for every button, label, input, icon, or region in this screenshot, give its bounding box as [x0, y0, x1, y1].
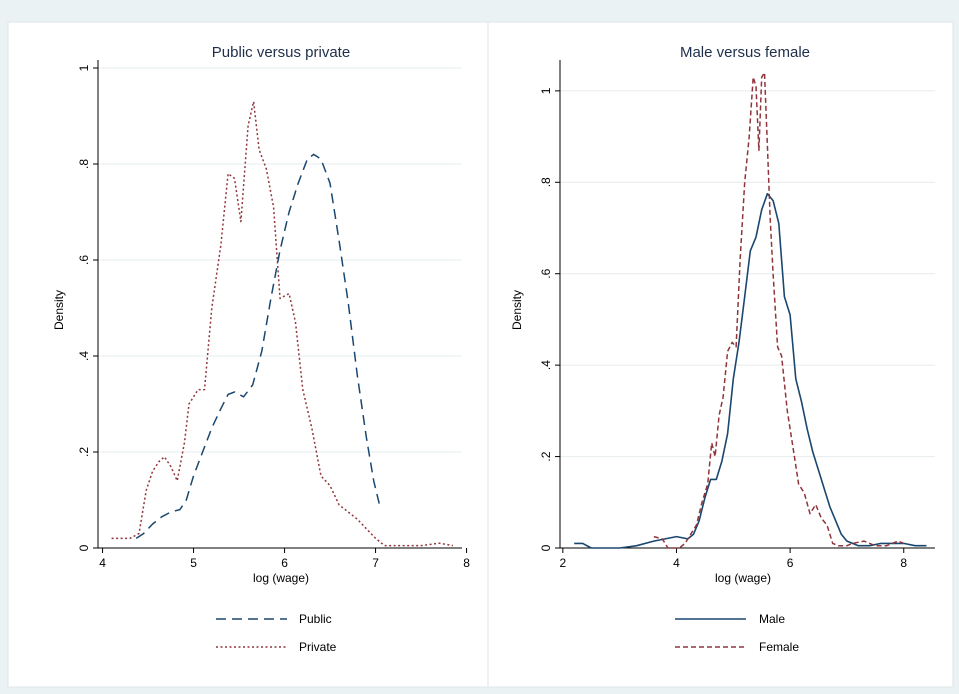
series-line-female: [653, 71, 905, 549]
legend-label-male: Male: [759, 612, 785, 626]
x-axis-label: log (wage): [715, 571, 771, 585]
legend: Public Private: [216, 612, 337, 654]
y-tick-label: 0: [539, 544, 553, 551]
y-tick-label: .8: [539, 177, 553, 187]
y-tick-label: .6: [77, 255, 91, 265]
x-tick-label: 8: [463, 556, 470, 570]
panel-background: [7, 21, 489, 688]
chart-title: Male versus female: [680, 44, 810, 61]
y-tick-label: .4: [539, 360, 553, 370]
gridlines: [98, 67, 462, 453]
panel-male-vs-female: Male versus female Density log (wage) 0.…: [487, 21, 954, 688]
y-tick-label: .4: [77, 351, 91, 361]
legend-label-private: Private: [299, 640, 337, 654]
panel-background: [487, 21, 954, 688]
y-tick-label: .8: [77, 159, 91, 169]
y-tick-label: 0: [77, 544, 91, 551]
y-axis-label: Density: [52, 290, 66, 330]
y-tick-label: 1: [539, 87, 553, 94]
legend-label-public: Public: [299, 612, 332, 626]
series-line-public: [135, 153, 381, 540]
series-lines: [111, 100, 454, 547]
x-tick-label: 4: [673, 556, 680, 570]
legend: Male Female: [675, 612, 799, 654]
x-tick-label: 5: [190, 556, 197, 570]
y-tick-label: .6: [539, 268, 553, 278]
x-tick-label: 4: [99, 556, 106, 570]
chart-title: Public versus private: [212, 44, 350, 61]
x-tick-label: 7: [372, 556, 379, 570]
y-axis-label: Density: [510, 290, 524, 330]
x-tick-label: 6: [281, 556, 288, 570]
y-tick-label: 1: [77, 64, 91, 71]
x-tick-label: 8: [900, 556, 907, 570]
series-lines: [574, 71, 927, 549]
x-axis-label: log (wage): [253, 571, 309, 585]
series-line-male: [574, 192, 927, 549]
axes: 0 .2 .4 .6 .8 1 4 5 6 7 8: [77, 60, 470, 570]
legend-label-female: Female: [759, 640, 799, 654]
x-tick-label: 6: [787, 556, 794, 570]
y-tick-label: .2: [539, 451, 553, 461]
x-tick-label: 2: [559, 556, 566, 570]
y-tick-label: .2: [77, 447, 91, 457]
panel-public-vs-private: Public versus private Density log (wage)…: [7, 21, 489, 688]
